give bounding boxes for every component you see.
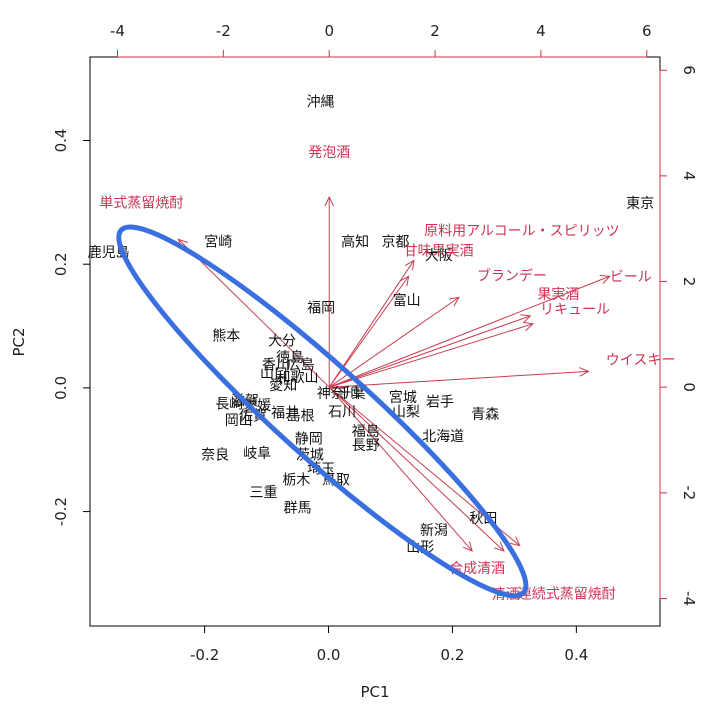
top-axis: -4 -2 0 2 4 6 (110, 22, 652, 58)
right-axis: -4 -2 0 2 4 6 (659, 65, 698, 606)
left-axis: -0.2 0.0 0.2 0.4 (52, 129, 91, 526)
prefecture-label: 京都 (381, 234, 409, 250)
prefecture-label: 広島 (287, 357, 315, 373)
y-axis-label: PC2 (10, 327, 28, 356)
bottom-axis: -0.2 0.0 0.2 0.4 (190, 625, 588, 664)
loading-label: 原料用アルコール・スピリッツ (424, 223, 620, 239)
loading-arrow (178, 238, 330, 388)
loading-arrowhead (599, 275, 611, 284)
left-tick-label: 0.0 (52, 376, 70, 400)
loading-label: 連続式蒸留焼酎 (518, 586, 616, 603)
loading-arrowhead (520, 314, 532, 324)
top-tick-label: 2 (430, 22, 440, 40)
prefecture-label: 福島 (352, 424, 380, 440)
prefecture-label: 山口 (260, 366, 288, 382)
right-tick-label: 2 (680, 277, 698, 287)
prefecture-label: 福井 (271, 406, 299, 422)
loading-arrow (329, 315, 531, 388)
right-tick-label: -2 (680, 485, 698, 500)
prefecture-label: 沖縄 (306, 95, 334, 111)
loading-arrow (329, 323, 534, 388)
right-tick-label: 6 (680, 65, 698, 75)
plot-frame (89, 56, 661, 627)
loading-arrow (328, 386, 473, 552)
bottom-tick-label: -0.2 (190, 646, 219, 664)
prefecture-label: 北海道 (422, 429, 464, 445)
loading-arrowhead (399, 275, 410, 287)
prefecture-label: 東京 (626, 196, 654, 212)
prefecture-label: 大分 (268, 333, 296, 349)
prefecture-label: 大阪 (425, 248, 453, 264)
right-tick-label: 4 (680, 171, 698, 181)
prefecture-label: 新潟 (420, 523, 448, 539)
prefecture-label: 三重 (249, 485, 277, 501)
x-axis-label: PC1 (360, 683, 389, 701)
loading-label: リキュール (540, 302, 610, 318)
left-tick-label: -0.2 (52, 497, 70, 526)
prefecture-label: 山梨 (392, 404, 420, 420)
prefecture-label: 富山 (393, 292, 421, 309)
prefecture-label: 岡山 (225, 413, 253, 429)
bottom-tick-label: 0.2 (441, 646, 465, 664)
prefecture-label: 群馬 (284, 500, 312, 516)
prefecture-label: 福岡 (307, 300, 335, 316)
prefecture-label: 高知 (341, 233, 369, 250)
right-tick-label: -4 (680, 591, 698, 606)
loading-arrowhead (494, 541, 505, 552)
loading-label: ウイスキー (606, 352, 676, 368)
loading-arrowhead (523, 321, 535, 331)
top-tick-label: 0 (324, 22, 334, 40)
prefecture-label: 岩手 (426, 394, 454, 410)
prefecture-label: 島根 (287, 409, 315, 425)
loading-arrowhead (448, 296, 460, 307)
prefecture-label: 岐阜 (243, 445, 271, 462)
top-tick-label: 6 (642, 22, 652, 40)
prefecture-label: 神奈川 (317, 386, 359, 402)
loading-arrow (329, 370, 589, 388)
prefecture-label: 石川 (328, 404, 356, 420)
loading-label: 発泡酒 (308, 145, 350, 161)
top-tick-label: -2 (216, 22, 231, 40)
loading-arrowhead (509, 536, 521, 547)
right-tick-label: 0 (680, 382, 698, 392)
prefecture-label: 青森 (471, 407, 499, 423)
loading-label: 単式蒸留焼酎 (99, 195, 183, 211)
prefecture-label: 熊本 (212, 328, 240, 344)
top-tick-label: -4 (110, 22, 125, 40)
prefecture-label: 愛知 (269, 377, 297, 394)
prefecture-label: 千葉 (337, 386, 365, 402)
loading-arrowhead (579, 367, 590, 377)
left-tick-label: 0.2 (52, 252, 70, 276)
prefecture-label: 香川 (262, 357, 290, 373)
bottom-tick-label: 0.0 (317, 646, 341, 664)
prefecture-label: 和歌山 (277, 370, 319, 386)
prefecture-label: 佐賀 (239, 409, 267, 425)
loading-arrow (329, 275, 610, 388)
prefecture-label: 茨城 (296, 448, 324, 464)
prefecture-label: 栃木 (282, 472, 310, 488)
ellipse-layer (116, 224, 529, 599)
loading-label: ブランデー (477, 267, 547, 284)
highlight-ellipse (116, 224, 529, 599)
prefecture-label: 徳島 (276, 350, 304, 366)
loading-arrowhead (405, 259, 415, 271)
prefecture-label: 長野 (352, 438, 380, 454)
top-tick-label: 4 (536, 22, 546, 40)
prefecture-label: 長崎 (215, 396, 243, 412)
left-tick-label: 0.4 (52, 129, 70, 153)
loading-arrow (328, 386, 505, 552)
loading-arrowhead (462, 541, 473, 552)
loading-label: 果実酒 (537, 287, 579, 303)
bottom-tick-label: 0.4 (564, 646, 588, 664)
prefecture-label: 宮崎 (204, 234, 232, 250)
loading-label: ビール (610, 269, 652, 285)
prefecture-label: 奈良 (201, 448, 229, 464)
loading-arrowhead (324, 195, 335, 207)
prefecture-label: 静岡 (295, 432, 323, 448)
loading-label: 甘味果実酒 (404, 243, 474, 259)
plot-box (89, 56, 661, 627)
prefecture-label: 宮城 (389, 390, 417, 406)
